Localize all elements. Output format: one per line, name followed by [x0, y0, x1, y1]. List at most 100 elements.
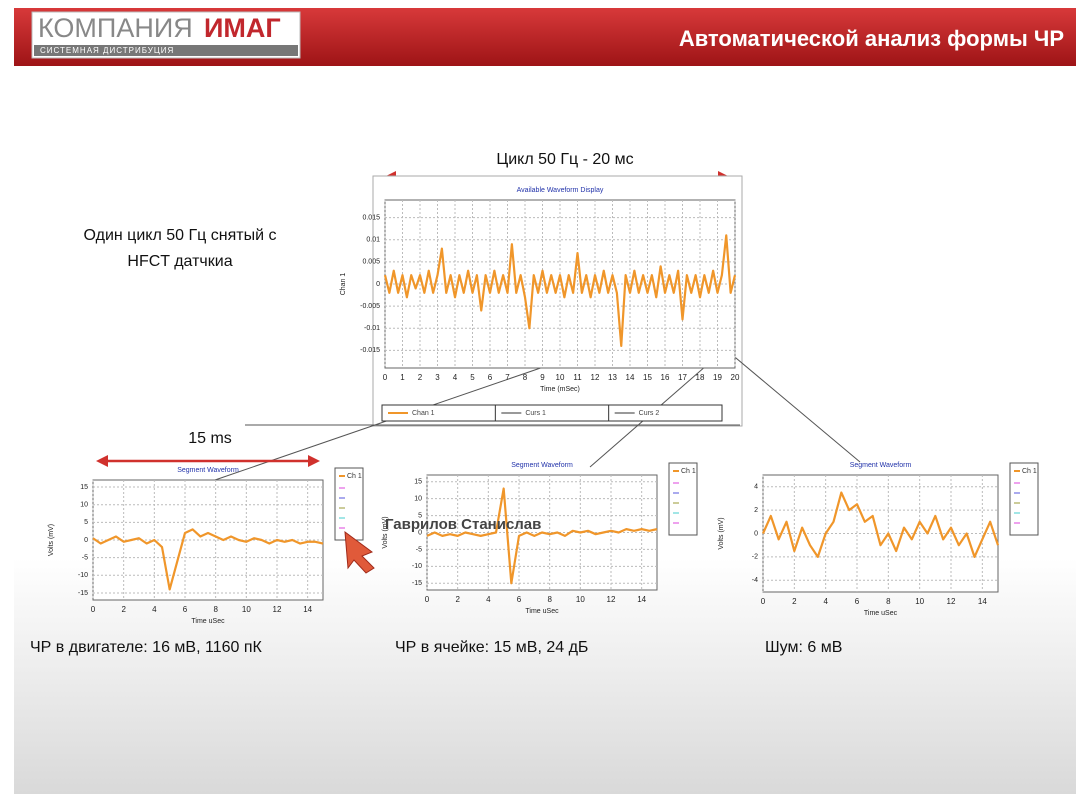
one-cycle-line: Один цикл 50 Гц снятый с [84, 227, 277, 244]
x-tick-label: 6 [517, 595, 522, 604]
header-title: Автоматической анализ формы ЧР [679, 26, 1064, 51]
x-axis-label: Time (mSec) [540, 386, 580, 393]
x-tick-label: 11 [573, 373, 582, 382]
x-tick-label: 18 [696, 373, 705, 382]
legend-label: Chan 1 [412, 410, 435, 417]
y-tick-label: 0 [84, 537, 88, 544]
y-tick-label: 0.005 [362, 259, 380, 266]
segment-label: 15 ms [188, 430, 232, 447]
y-tick-label: 0 [376, 281, 380, 288]
y-tick-label: 4 [754, 484, 758, 491]
watermark: Гаврилов Станислав [385, 516, 541, 533]
segment-arrow [96, 455, 320, 467]
legend-label: Ch 1 [347, 473, 362, 480]
chart-title: Segment Waveform [511, 462, 573, 469]
legend-label: Ch 1 [681, 468, 696, 475]
legend-label: Curs 2 [639, 410, 660, 417]
waveform [92, 528, 324, 591]
logo-sub-band [34, 45, 298, 56]
y-tick-label: 5 [418, 512, 422, 519]
x-tick-label: 2 [418, 373, 423, 382]
x-tick-label: 19 [713, 373, 722, 382]
x-tick-label: 8 [523, 373, 528, 382]
x-tick-label: 6 [183, 605, 188, 614]
logo-accent: ИМАГ [204, 13, 281, 43]
y-tick-label: 10 [80, 502, 88, 509]
x-tick-label: 8 [547, 595, 552, 604]
x-tick-label: 16 [661, 373, 670, 382]
waveform [761, 491, 1000, 558]
x-axis-label: Time uSec [191, 618, 225, 625]
y-tick-label: -15 [78, 590, 88, 597]
y-axis-label: Volts (mV) [48, 524, 55, 556]
x-tick-label: 0 [425, 595, 430, 604]
x-tick-label: 4 [453, 373, 458, 382]
y-tick-label: -2 [752, 554, 758, 561]
x-tick-label: 8 [213, 605, 218, 614]
x-tick-label: 0 [761, 597, 766, 606]
x-tick-label: 14 [978, 597, 987, 606]
x-tick-label: 10 [556, 373, 565, 382]
logo-sub: СИСТЕМНАЯ ДИСТРИБУЦИЯ [40, 46, 174, 55]
x-tick-label: 6 [855, 597, 860, 606]
caption: ЧР в двигателе: 16 мВ, 1160 пК [30, 639, 262, 656]
x-tick-label: 13 [608, 373, 617, 382]
x-tick-label: 12 [607, 595, 616, 604]
waveform [426, 487, 658, 585]
y-tick-label: 0.015 [362, 215, 380, 222]
chart-title: Available Waveform Display [517, 187, 604, 194]
y-tick-label: -5 [82, 554, 88, 561]
y-tick-label: 10 [414, 496, 422, 503]
y-tick-label: 2 [754, 507, 758, 514]
caption: Шум: 6 мВ [765, 639, 842, 656]
x-tick-label: 2 [121, 605, 126, 614]
x-tick-label: 4 [486, 595, 491, 604]
legend-label: Ch 1 [1022, 468, 1037, 475]
legend [381, 404, 723, 422]
y-tick-label: 0.01 [366, 237, 380, 244]
y-tick-label: -0.01 [364, 325, 380, 332]
x-tick-label: 8 [886, 597, 891, 606]
chart-title: Segment Waveform [850, 462, 912, 469]
legend-label: Curs 1 [525, 410, 546, 417]
y-tick-label: -10 [78, 572, 88, 579]
x-axis-label: Time uSec [864, 610, 898, 617]
y-tick-label: -0.015 [360, 347, 380, 354]
x-tick-label: 10 [242, 605, 251, 614]
y-tick-label: 0 [418, 529, 422, 536]
x-axis-label: Time uSec [525, 608, 559, 615]
x-tick-label: 14 [303, 605, 312, 614]
x-tick-label: 0 [383, 373, 388, 382]
x-tick-label: 12 [947, 597, 956, 606]
y-axis-label: Volts (mV) [718, 517, 725, 549]
y-axis-label: Chan 1 [340, 273, 347, 296]
y-tick-label: -5 [416, 546, 422, 553]
y-tick-label: 5 [84, 519, 88, 526]
cursor-icon [344, 530, 375, 574]
y-tick-label: -4 [752, 577, 758, 584]
x-tick-label: 14 [637, 595, 646, 604]
x-tick-label: 20 [731, 373, 740, 382]
y-tick-label: -0.005 [360, 303, 380, 310]
x-tick-label: 14 [626, 373, 635, 382]
y-tick-label: 15 [80, 484, 88, 491]
cycle-label: Цикл 50 Гц - 20 мс [496, 151, 633, 168]
y-tick-label: -10 [412, 563, 422, 570]
y-tick-label: 15 [414, 479, 422, 486]
x-tick-label: 17 [678, 373, 687, 382]
x-tick-label: 10 [576, 595, 585, 604]
x-tick-label: 4 [152, 605, 157, 614]
y-tick-label: -15 [412, 580, 422, 587]
y-axis-label: Volts (mV) [382, 516, 389, 548]
one-cycle-line: HFCT датчкиа [127, 253, 232, 270]
x-tick-label: 9 [540, 373, 545, 382]
x-tick-label: 7 [505, 373, 510, 382]
x-tick-label: 12 [273, 605, 282, 614]
logo-main: КОМПАНИЯ [38, 13, 193, 43]
y-tick-label: 0 [754, 530, 758, 537]
x-tick-label: 0 [91, 605, 96, 614]
x-tick-label: 2 [792, 597, 797, 606]
x-tick-label: 4 [823, 597, 828, 606]
x-tick-label: 15 [643, 373, 652, 382]
